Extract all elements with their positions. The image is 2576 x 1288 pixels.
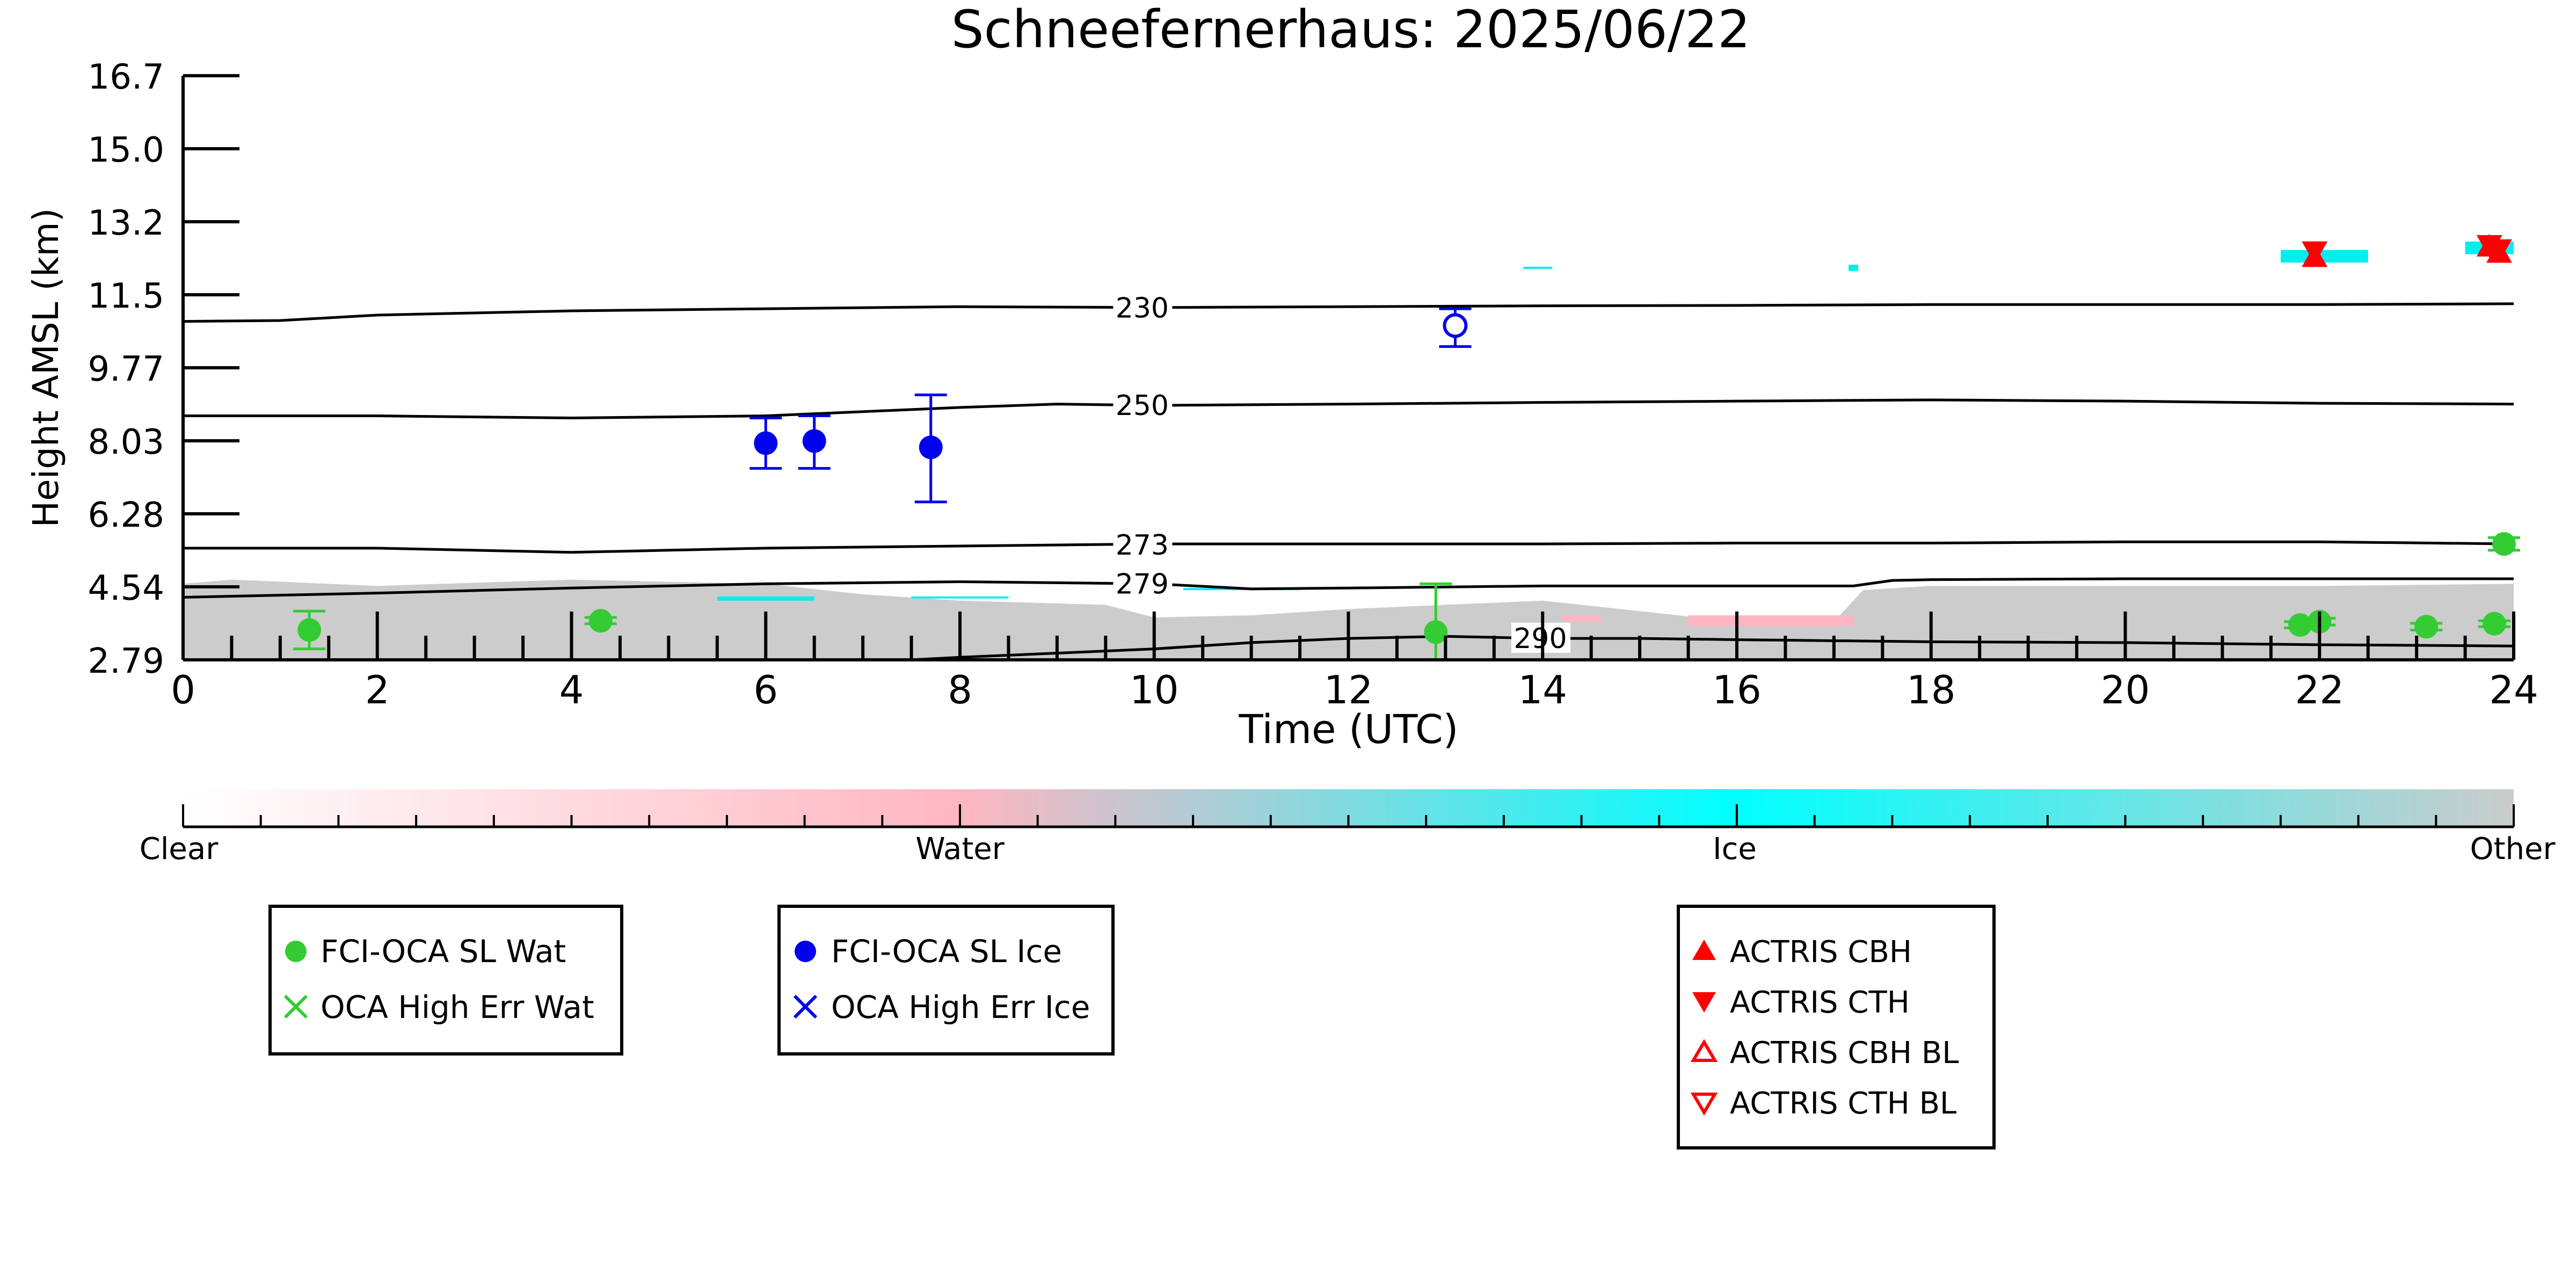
marker-s2-p0: [754, 431, 778, 455]
legend-ice-box: [777, 905, 1115, 1056]
x-tick-label-0: 0: [171, 667, 195, 712]
y-tick-label-6: 13.2: [88, 203, 165, 243]
marker-s4-p0: [1443, 313, 1468, 338]
temperature-contours: 230 250 273 279 290: [183, 292, 2514, 661]
chart-title: Schneefernerhaus: 2025/06/22: [951, 0, 1751, 60]
legend-actris-box: [1677, 905, 1996, 1149]
legend-swatch-oca-wat: [285, 941, 307, 962]
colorbar-label-other: Other: [2470, 832, 2556, 867]
legend-water: FCI-OCA SL Wat OCA High Err Wat: [268, 905, 623, 1056]
ice-class-patch-4: [1849, 264, 1859, 271]
legend-label-oca-high-err-wat: OCA High Err Wat: [321, 989, 594, 1025]
legend-label-oca-high-err-ice: OCA High Err Ice: [831, 989, 1090, 1025]
axes: 0 2 4 6 8 10 12 14 16 18 20 22 242.794.546.288.039.7…: [88, 57, 2538, 712]
marker-s0-p5: [2414, 615, 2439, 639]
contour-250: [183, 398, 2514, 419]
y-tick-label-3: 8.03: [88, 423, 165, 462]
x-tick-label-6: 6: [753, 667, 778, 712]
marker-s0-p2: [1424, 620, 1448, 644]
x-tick-label-24: 24: [2489, 667, 2538, 712]
contour-273: [183, 540, 2514, 554]
contour-label-bg-273: [1113, 529, 1173, 559]
colorbar-label-water: Water: [915, 832, 1005, 867]
marker-s0-p0: [297, 618, 322, 642]
x-tick-label-2: 2: [365, 667, 390, 712]
legend-label-actris-cth: ACTRIS CTH: [1730, 985, 1910, 1020]
marker-s2-p2: [919, 435, 943, 460]
contour-label-230: 230: [1116, 292, 1169, 324]
legend-water-box: [268, 905, 623, 1056]
legend-label-actris-cbh-bl: ACTRIS CBH BL: [1730, 1036, 1959, 1071]
y-tick-label-2: 6.28: [88, 496, 165, 535]
colorbar-label-clear: Clear: [140, 832, 219, 867]
ice-class-patch-0: [717, 596, 814, 601]
y-tick-label-1: 4.54: [88, 569, 165, 608]
x-tick-label-10: 10: [1130, 667, 1179, 712]
legend-swatch-actris-cth: [1692, 992, 1716, 1013]
colorbar-ticks: [182, 804, 2515, 827]
contour-label-bg-279: [1113, 568, 1173, 599]
y-tick-label-8: 16.7: [88, 57, 165, 97]
y-tick-label-7: 15.0: [88, 130, 165, 170]
legend-label-oca-wat: FCI-OCA SL Wat: [321, 933, 566, 970]
y-tick-label-0: 2.79: [88, 642, 165, 681]
contour-label-bg-290: [1511, 622, 1570, 653]
legend-label-actris-cth-bl: ACTRIS CTH BL: [1730, 1086, 1956, 1121]
water-class-patch-1: [1562, 615, 1601, 622]
legend-swatch-oca-high-err-wat: [283, 994, 308, 1019]
ice-class-patch-5: [2280, 250, 2368, 263]
x-tick-label-18: 18: [1906, 667, 1956, 712]
contour-279: [183, 577, 2514, 599]
contour-label-bg-250: [1113, 390, 1173, 420]
legend-swatch-oca-ice: [795, 941, 816, 962]
x-tick-label-12: 12: [1324, 667, 1373, 712]
x-tick-label-20: 20: [2101, 667, 2150, 712]
observation-markers: [293, 234, 2520, 661]
legend-swatch-oca-high-err-ice: [793, 994, 818, 1019]
contour-label-279: 279: [1116, 569, 1169, 601]
marker-s2-p1: [802, 429, 826, 453]
legend-label-actris-cbh: ACTRIS CBH: [1730, 935, 1912, 970]
ice-class-patch-1: [911, 596, 1009, 599]
x-tick-label-16: 16: [1712, 667, 1762, 712]
y-axis-label: Height AMSL (km): [25, 208, 67, 528]
contour-label-290: 290: [1513, 623, 1567, 655]
water-class-patch-0: [1688, 615, 1854, 626]
legend-swatch-actris-cbh: [1692, 940, 1716, 960]
x-tick-label-4: 4: [559, 667, 584, 712]
marker-s0-p6: [2482, 612, 2506, 636]
contour-label-bg-230: [1113, 292, 1173, 323]
marker-s0-p7: [2492, 532, 2516, 556]
x-tick-label-14: 14: [1518, 667, 1567, 712]
marker-s0-p1: [588, 609, 613, 633]
legend-swatch-actris-cth-bl: [1690, 1093, 1718, 1116]
contour-230: [183, 302, 2514, 323]
x-tick-label-22: 22: [2295, 667, 2344, 712]
classification-colorbar: Clear Water Ice Other: [140, 789, 2556, 867]
legend-label-oca-ice: FCI-OCA SL Ice: [831, 933, 1062, 970]
x-axis-label: Time (UTC): [1238, 707, 1458, 753]
x-tick-label-8: 8: [948, 667, 972, 712]
legend-ice: FCI-OCA SL Ice OCA High Err Ice: [777, 905, 1115, 1056]
contour-label-250: 250: [1116, 390, 1169, 422]
colorbar-label-ice: Ice: [1713, 832, 1757, 867]
contour-label-273: 273: [1116, 529, 1169, 562]
y-tick-label-4: 9.77: [88, 350, 165, 389]
legend-actris: ACTRIS CBH ACTRIS CTH ACTRIS CBH BL ACTR…: [1677, 905, 1996, 1149]
ice-class-patch-3: [1523, 266, 1553, 269]
marker-s6-p0: [2302, 241, 2328, 264]
legend-swatch-actris-cbh-bl: [1690, 1039, 1718, 1062]
y-tick-label-5: 11.5: [88, 276, 165, 316]
marker-s6-p2: [2486, 239, 2512, 262]
